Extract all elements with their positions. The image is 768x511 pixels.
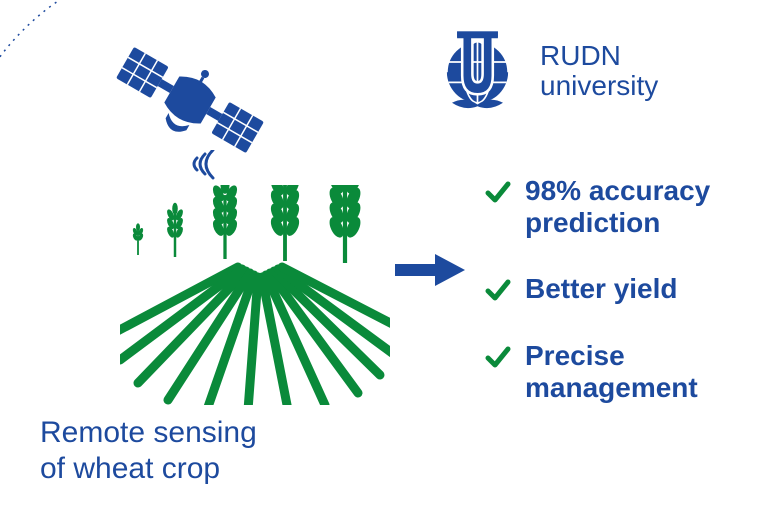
logo-text: RUDN university xyxy=(540,41,658,100)
logo-line1: RUDN xyxy=(540,41,658,70)
benefit-line1: 98% accuracy xyxy=(525,175,710,207)
signal-waves-icon xyxy=(185,150,235,190)
benefit-item: Precise management xyxy=(485,340,710,404)
satellite-icon xyxy=(110,30,270,170)
logo-mark-icon xyxy=(435,28,520,113)
caption-line1: Remote sensing xyxy=(40,415,257,451)
check-icon xyxy=(485,179,511,205)
caption-line2: of wheat crop xyxy=(40,451,257,487)
arrow-icon xyxy=(395,250,465,290)
check-icon xyxy=(485,344,511,370)
wheat-field-icon xyxy=(120,185,390,405)
logo-line2: university xyxy=(540,71,658,100)
logo: RUDN university xyxy=(435,28,658,113)
benefit-line2: management xyxy=(525,372,698,404)
benefit-line1: Better yield xyxy=(525,273,678,305)
benefits-list: 98% accuracy prediction Better yield Pre… xyxy=(485,175,710,404)
caption: Remote sensing of wheat crop xyxy=(40,415,257,487)
benefit-line1: Precise xyxy=(525,340,698,372)
benefit-line2: prediction xyxy=(525,207,710,239)
benefit-item: 98% accuracy prediction xyxy=(485,175,710,239)
benefit-item: Better yield xyxy=(485,273,710,305)
check-icon xyxy=(485,277,511,303)
